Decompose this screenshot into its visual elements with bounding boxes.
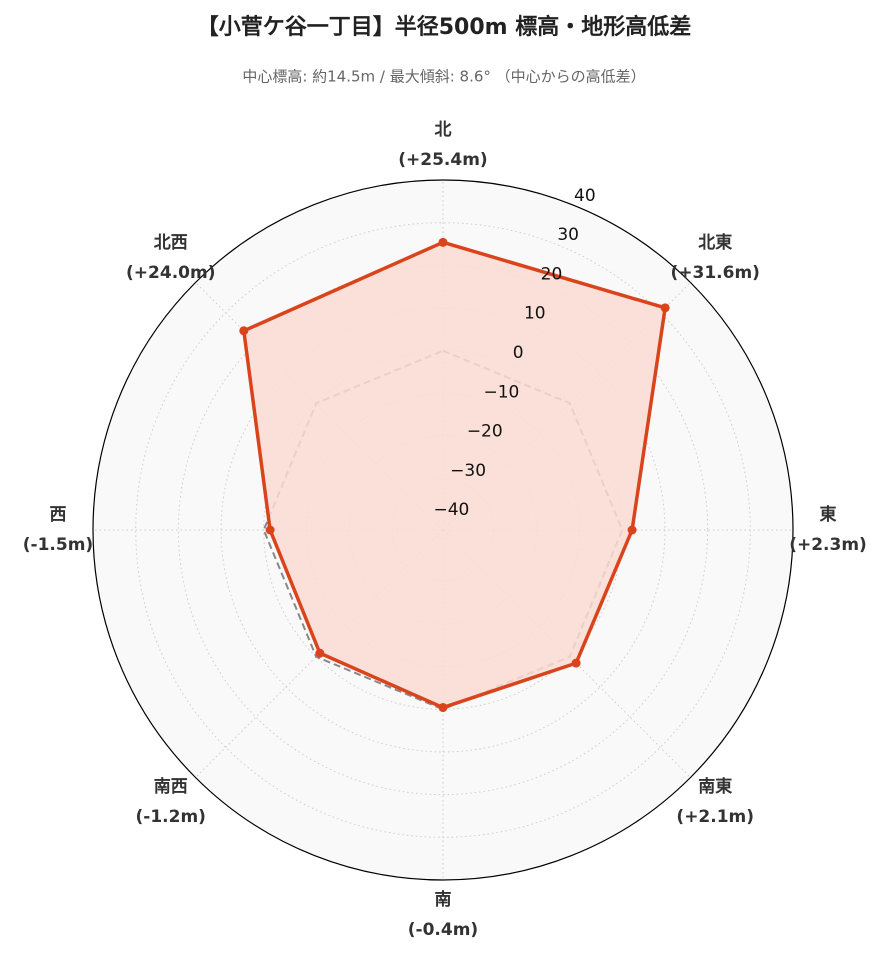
radial-tick-label: 10 [524, 304, 546, 324]
radial-tick-label: −40 [433, 500, 469, 520]
radial-tick-label: 20 [541, 264, 563, 284]
value-label: (-1.5m) [23, 535, 93, 555]
category-label: 東 [820, 504, 837, 525]
value-label: (-0.4m) [408, 920, 478, 940]
value-label: (-1.2m) [136, 807, 206, 827]
data-point [571, 658, 581, 668]
category-label: 南 [435, 889, 452, 910]
chart-subtitle: 中心標高: 約14.5m / 最大傾斜: 8.6° （中心からの高低差） [242, 68, 645, 86]
category-label: 北東 [698, 232, 732, 253]
plot-border [92, 179, 794, 881]
category-label: 南東 [698, 776, 732, 797]
data-point [660, 303, 670, 313]
radial-tick-label: −10 [484, 382, 520, 402]
data-point [438, 703, 448, 713]
value-label: (+2.1m) [676, 807, 754, 827]
chart-title: 【小菅ケ谷一丁目】半径500m 標高・地形高低差 [197, 14, 692, 40]
category-label: 南西 [154, 776, 188, 797]
category-label: 北西 [154, 233, 188, 253]
data-point [239, 326, 249, 336]
value-label: (+25.4m) [398, 150, 487, 170]
data-point [265, 525, 275, 535]
data-point [315, 648, 325, 658]
value-label: (+24.0m) [126, 263, 215, 283]
radial-tick-label: −30 [450, 461, 486, 481]
radial-tick-label: 0 [513, 343, 524, 363]
value-label: (+31.6m) [671, 263, 760, 283]
radial-tick-label: 40 [574, 186, 596, 206]
data-point [438, 237, 448, 247]
radial-tick-label: 30 [557, 225, 579, 245]
radial-tick-label: −20 [467, 422, 503, 442]
category-label: 西 [50, 505, 67, 525]
value-label: (+2.3m) [789, 535, 867, 555]
data-point [627, 525, 637, 535]
category-label: 北 [435, 120, 452, 140]
